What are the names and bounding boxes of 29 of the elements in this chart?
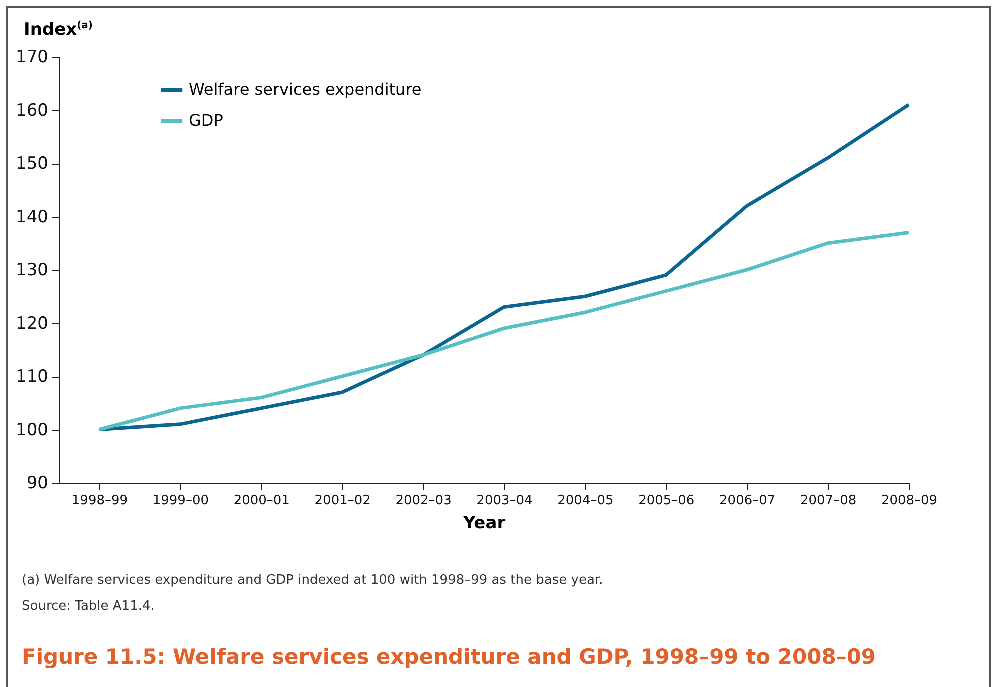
text: (a) Welfare services expenditure and GDP indexed at 100 with 1998–99 as the base year. — [22, 572, 604, 590]
x-tick-label: 1999–00 — [152, 494, 209, 508]
line-series — [98, 103, 911, 432]
x-tick-label: 2008–09 — [881, 494, 938, 508]
x-tick-label: 2003–04 — [476, 494, 533, 508]
text: Figure 11.5: Welfare services expenditure and GDP, 1998–99 to 2008–09 — [22, 645, 876, 669]
y-tick-label: 110 — [16, 367, 48, 387]
y-tick-label: 90 — [26, 474, 48, 494]
source-note: Source: Table A11.4. — [22, 598, 156, 616]
x-tick-label: 2007–08 — [800, 494, 857, 508]
y-tick-label: 150 — [16, 154, 48, 174]
x-tick-label: 2004–05 — [558, 494, 614, 508]
y-tick-label: 140 — [16, 207, 48, 228]
y-tick-label: 130 — [16, 260, 48, 280]
legend-label: GDP — [189, 111, 224, 130]
x-tick-label: 2002–03 — [396, 494, 452, 508]
y-tick-label: 160 — [16, 100, 48, 121]
x-tick-label: 2000–01 — [234, 494, 290, 508]
y-tick-label: 170 — [16, 48, 48, 68]
x-axis-title: Year — [462, 514, 506, 534]
y-tick-label: 100 — [16, 420, 48, 440]
x-tick-label: 1998–99 — [72, 494, 128, 508]
line-series — [98, 230, 911, 432]
x-tick-label: 2001–02 — [314, 494, 371, 508]
x-tick-label: 2006–07 — [720, 494, 776, 508]
x-tick-label: 2005–06 — [638, 494, 695, 508]
y-tick-label: 120 — [16, 314, 48, 334]
y-axis-title: Index$^{(a)}$ — [24, 20, 93, 40]
legend-label: Welfare services expenditure — [189, 80, 422, 99]
